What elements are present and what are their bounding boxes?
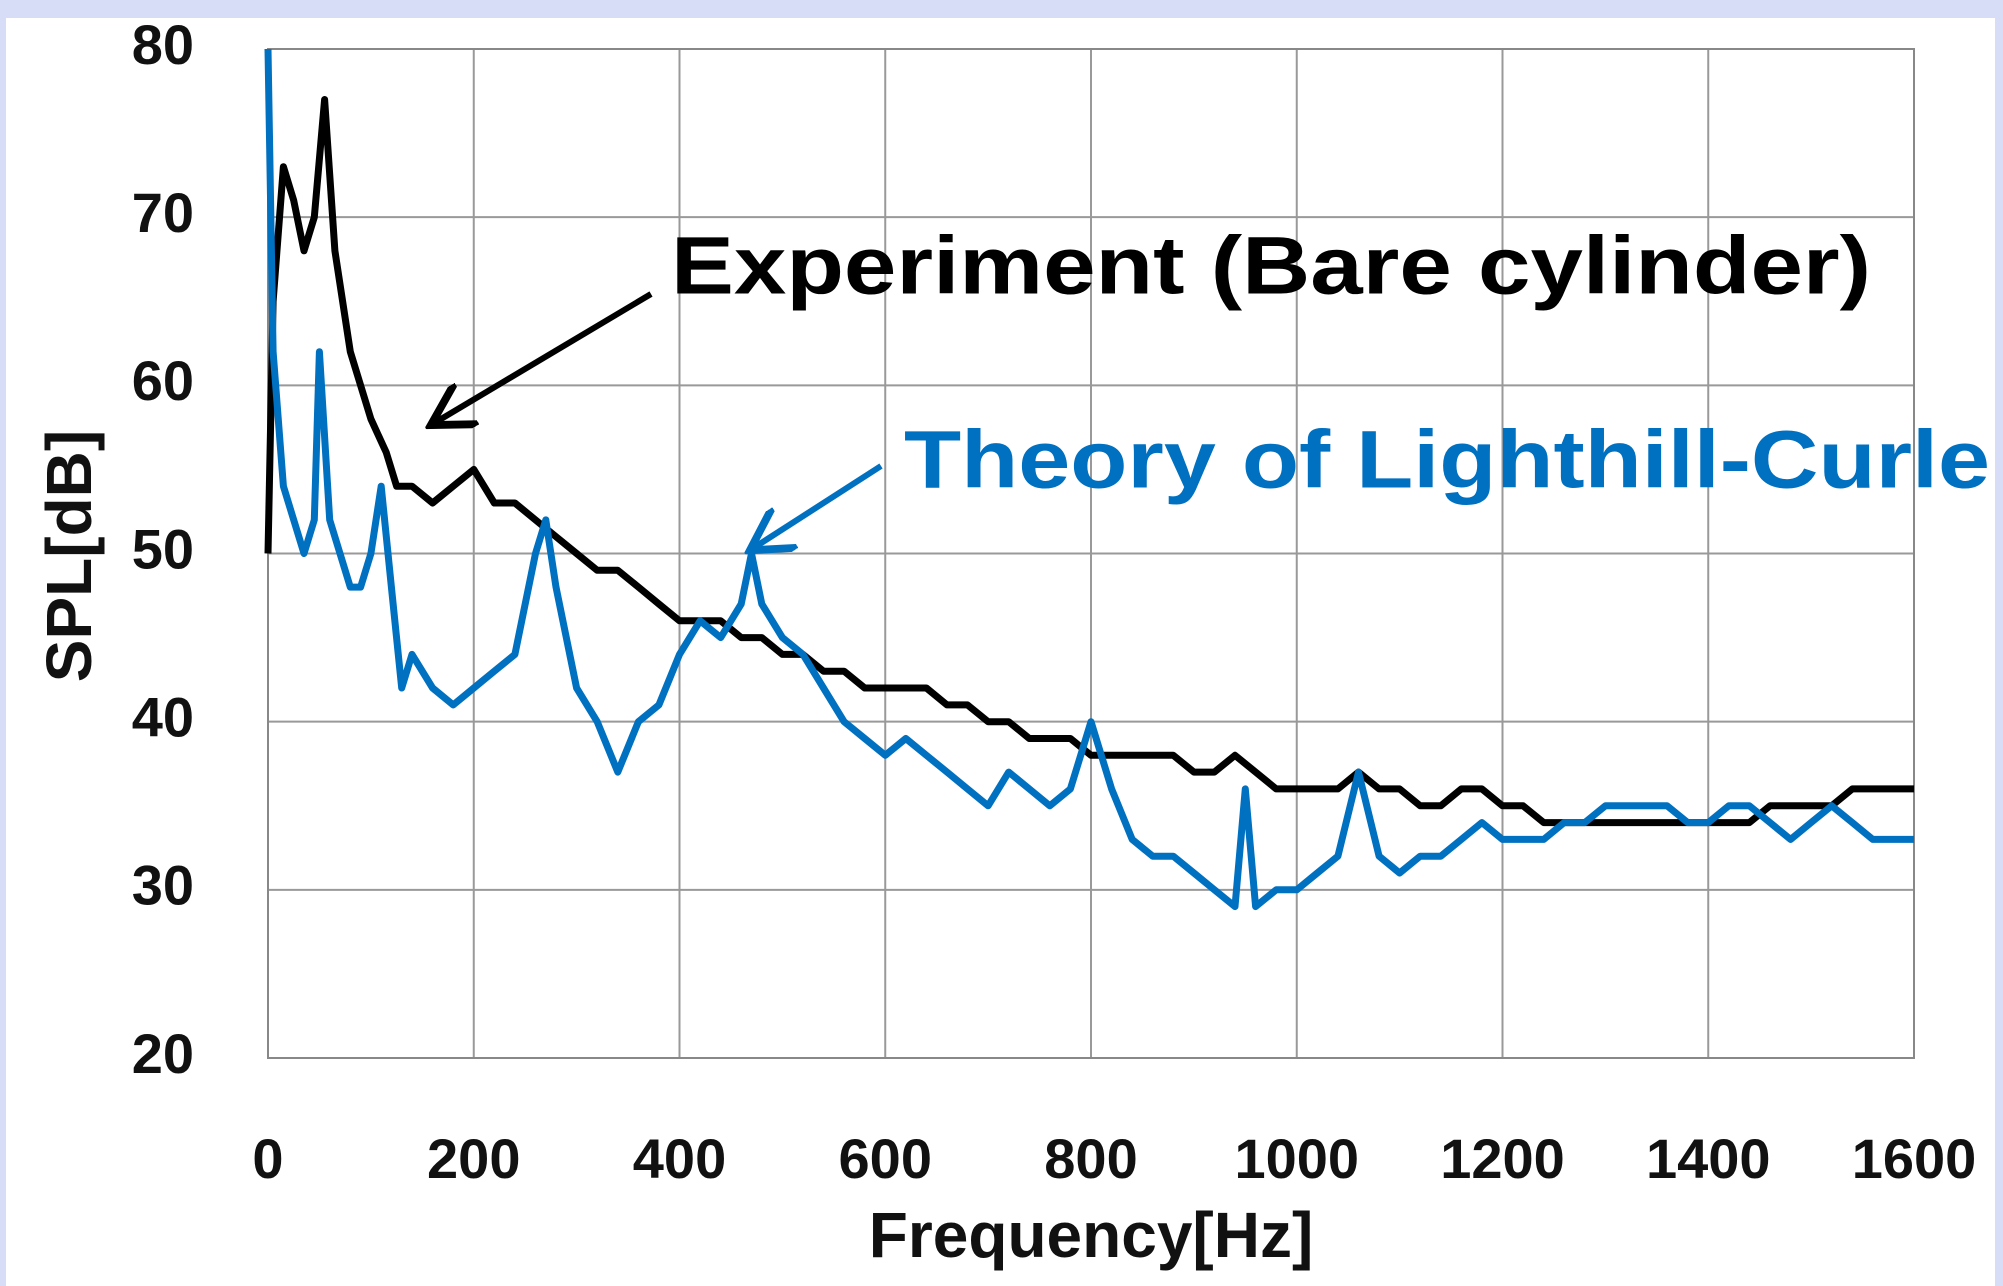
x-axis-title: Frequency[Hz] [869, 1199, 1314, 1271]
x-tick-label: 400 [633, 1127, 726, 1190]
x-tick-label: 1600 [1852, 1127, 1977, 1190]
x-tick-label: 1000 [1234, 1127, 1359, 1190]
y-tick-label: 60 [132, 349, 194, 412]
y-tick-label: 30 [132, 854, 194, 917]
y-tick-label: 80 [132, 13, 194, 76]
arrow [436, 291, 653, 422]
x-tick-label: 800 [1044, 1127, 1137, 1190]
x-tick-label: 200 [427, 1127, 520, 1190]
x-tick-label: 1200 [1440, 1127, 1565, 1190]
y-tick-label: 20 [132, 1022, 194, 1085]
x-tick-label: 600 [839, 1127, 932, 1190]
x-tick-label: 1400 [1646, 1127, 1771, 1190]
x-tick-label: 0 [252, 1127, 283, 1190]
panel [6, 18, 1995, 1286]
y-axis-title: SPL[dB] [33, 430, 105, 682]
y-tick-label: 70 [132, 181, 194, 244]
y-tick-label: 50 [132, 517, 194, 580]
annotation: Experiment (Bare cylinder) [671, 221, 1871, 312]
series-line [264, 48, 1914, 911]
annotation: Theory of Lighthill-Curle [904, 415, 1990, 506]
y-tick-label: 40 [132, 685, 194, 748]
lines [264, 48, 1914, 911]
series-line [264, 96, 1914, 827]
arrow [755, 463, 883, 547]
